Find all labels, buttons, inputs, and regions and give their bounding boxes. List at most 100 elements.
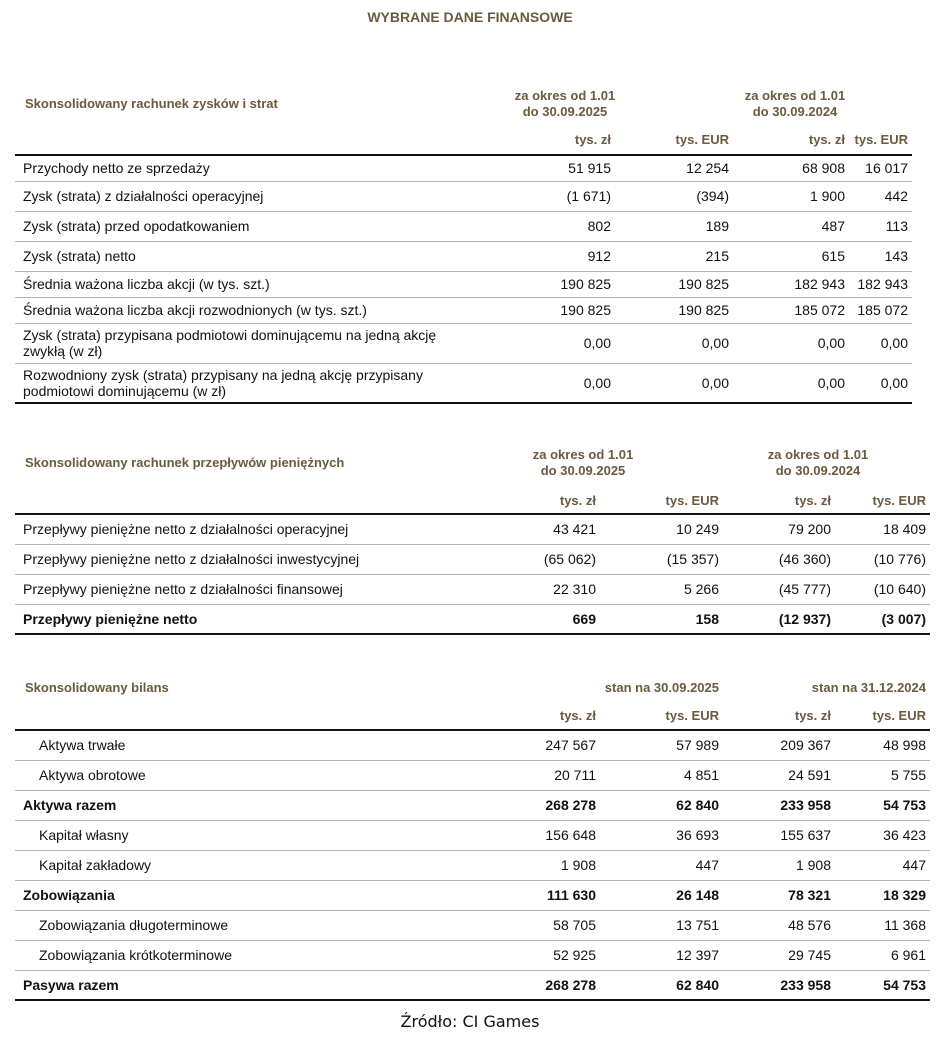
row-label: Kapitał zakładowy <box>15 850 485 881</box>
row-label: Pasywa razem <box>23 976 119 993</box>
table-row: Średnia ważona liczba akcji rozwodnionyc… <box>15 297 912 324</box>
value-cell: 52 925 <box>485 940 600 971</box>
value-cell: 233 958 <box>780 976 831 993</box>
value-cell: 233 958 <box>723 790 835 821</box>
table-row: Przepływy pieniężne netto 669 158 (12 937) (… <box>15 604 930 634</box>
row-label: Przepływy pieniężne netto z działalności… <box>15 574 485 605</box>
value-cell: 487 <box>733 211 849 242</box>
value-cell: 912 <box>500 241 615 272</box>
value-cell: 78 321 <box>723 880 835 911</box>
value-cell: 48 998 <box>835 730 930 761</box>
value-cell: 0,00 <box>615 323 733 364</box>
period-header: stan na 31.12.2024 <box>811 680 926 695</box>
value-cell: (65 062) <box>485 544 600 575</box>
unit-header: tys. zł <box>559 493 596 508</box>
data-table: Przepływy pieniężne netto z działalności… <box>15 513 930 635</box>
value-cell: 113 <box>849 211 912 242</box>
period-header: za okres od 1.01 do 30.09.2025 <box>514 88 616 119</box>
table-row: Zysk (strata) przed opodatkowaniem 802 189… <box>15 211 912 242</box>
row-label: Zobowiązania <box>15 880 485 911</box>
value-cell: 156 648 <box>485 820 600 851</box>
value-cell: 54 753 <box>835 790 930 821</box>
value-cell: (10 776) <box>835 544 930 575</box>
value-cell: 215 <box>615 241 733 272</box>
value-cell: 11 368 <box>835 910 930 941</box>
value-cell: 26 148 <box>600 880 723 911</box>
financial-section: Skonsolidowany rachunek przepływów pieni… <box>15 447 930 635</box>
value-cell: 0,00 <box>500 323 615 364</box>
source-note: Źródło: CI Games <box>400 1012 540 1031</box>
data-table: Aktywa trwałe 247 567 57 989 209 367 48 998 A… <box>15 729 930 1001</box>
value-cell: 79 200 <box>723 514 835 545</box>
section-title: Skonsolidowany rachunek przepływów pieni… <box>25 455 345 470</box>
value-cell: 1 900 <box>733 181 849 212</box>
unit-header: tys. EUR <box>675 132 729 147</box>
value-cell: 615 <box>733 241 849 272</box>
value-cell: 182 943 <box>733 271 849 298</box>
row-label: Aktywa trwałe <box>15 730 485 761</box>
value-cell: 190 825 <box>615 297 733 324</box>
value-cell: 247 567 <box>485 730 600 761</box>
period-header: za okres od 1.01 do 30.09.2025 <box>532 447 634 478</box>
unit-header: tys. EUR <box>854 132 908 147</box>
row-label: Przychody netto ze sprzedaży <box>15 155 500 182</box>
table-row: Zobowiązania krótkoterminowe 52 925 12 397… <box>15 940 930 971</box>
table-row: Średnia ważona liczba akcji (w tys. szt.… <box>15 271 912 298</box>
row-label: Zobowiązania długoterminowe <box>15 910 485 941</box>
value-cell: 190 825 <box>615 271 733 298</box>
value-cell: 12 397 <box>600 940 723 971</box>
value-cell: 268 278 <box>545 976 596 993</box>
value-cell: 18 409 <box>835 514 930 545</box>
financial-section: Skonsolidowany rachunek zysków i strat za… <box>15 88 912 404</box>
value-cell: 0,00 <box>733 323 849 364</box>
period-header: za okres od 1.01 do 30.09.2024 <box>767 447 869 478</box>
value-cell: 268 278 <box>485 790 600 821</box>
value-cell: 57 989 <box>600 730 723 761</box>
value-cell: 18 329 <box>835 880 930 911</box>
row-label: Rozwodniony zysk (strata) przypisany na … <box>23 366 423 399</box>
value-cell: 189 <box>615 211 733 242</box>
value-cell: 209 367 <box>723 730 835 761</box>
row-label: Zysk (strata) netto <box>15 241 500 272</box>
table-row: Aktywa obrotowe 20 711 4 851 24 591 5 755 <box>15 760 930 791</box>
row-label: Aktywa razem <box>15 790 485 821</box>
row-label: Zysk (strata) z działalności operacyjnej <box>15 181 500 212</box>
value-cell: 5 755 <box>835 760 930 791</box>
row-label: Średnia ważona liczba akcji (w tys. szt.… <box>15 271 500 298</box>
row-label: Średnia ważona liczba akcji rozwodnionyc… <box>15 297 500 324</box>
value-cell: 48 576 <box>723 910 835 941</box>
value-cell: 1 908 <box>485 850 600 881</box>
table-row: Kapitał zakładowy 1 908 447 1 908 447 <box>15 850 930 881</box>
section-header: Skonsolidowany rachunek zysków i strat za… <box>15 88 912 154</box>
value-cell: 155 637 <box>723 820 835 851</box>
value-cell: 58 705 <box>485 910 600 941</box>
unit-header: tys. EUR <box>872 708 926 723</box>
value-cell: 10 249 <box>600 514 723 545</box>
value-cell: 0,00 <box>817 374 845 391</box>
value-cell: 51 915 <box>500 155 615 182</box>
row-label: Przepływy pieniężne netto <box>23 610 198 627</box>
value-cell: (3 007) <box>881 610 926 627</box>
value-cell: 143 <box>849 241 912 272</box>
value-cell: 22 310 <box>485 574 600 605</box>
row-label: Aktywa obrotowe <box>15 760 485 791</box>
table-row: Zysk (strata) przypisana podmiotowi domi… <box>15 323 912 364</box>
value-cell: 13 751 <box>600 910 723 941</box>
value-cell: 1 908 <box>723 850 835 881</box>
value-cell: 447 <box>600 850 723 881</box>
value-cell: 185 072 <box>849 297 912 324</box>
row-label: Przepływy pieniężne netto z działalności… <box>15 514 485 545</box>
value-cell: 190 825 <box>500 271 615 298</box>
period-header: stan na 30.09.2025 <box>604 680 719 695</box>
section-title: Skonsolidowany rachunek zysków i strat <box>25 96 278 111</box>
value-cell: 36 693 <box>600 820 723 851</box>
table-row: Przychody netto ze sprzedaży 51 915 12 254… <box>15 155 912 182</box>
unit-header: tys. EUR <box>665 708 719 723</box>
table-row: Zobowiązania 111 630 26 148 78 321 18 329 <box>15 880 930 911</box>
table-row: Zobowiązania długoterminowe 58 705 13 751 4… <box>15 910 930 941</box>
value-cell: 6 961 <box>835 940 930 971</box>
value-cell: (394) <box>615 181 733 212</box>
row-label: Zobowiązania krótkoterminowe <box>15 940 485 971</box>
row-label: Zysk (strata) przed opodatkowaniem <box>15 211 500 242</box>
period-header: za okres od 1.01 do 30.09.2024 <box>744 88 846 119</box>
